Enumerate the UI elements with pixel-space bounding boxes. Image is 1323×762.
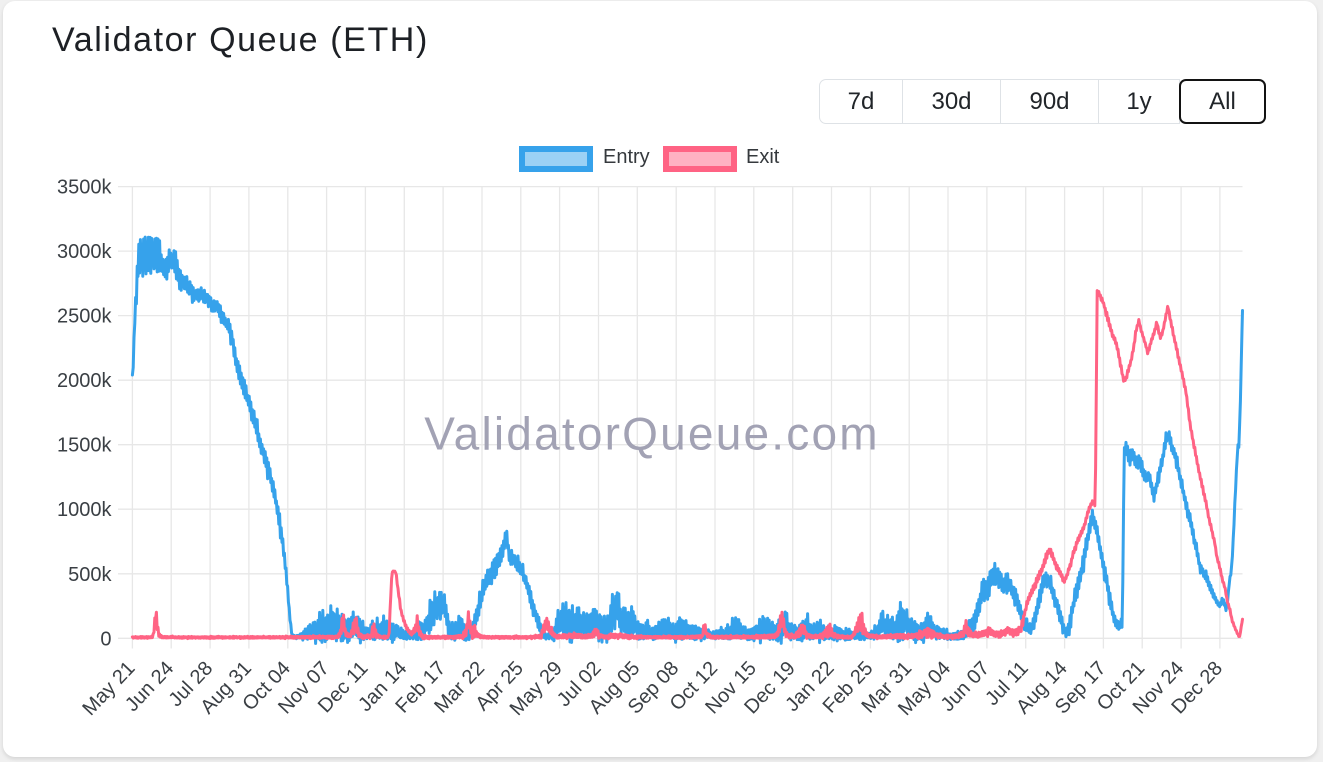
svg-text:3500k: 3500k: [57, 177, 112, 199]
svg-text:500k: 500k: [68, 564, 112, 586]
svg-text:1500k: 1500k: [57, 435, 112, 457]
svg-text:2000k: 2000k: [57, 370, 112, 392]
svg-text:3000k: 3000k: [57, 241, 112, 263]
svg-text:1000k: 1000k: [57, 499, 112, 521]
svg-text:ValidatorQueue.com: ValidatorQueue.com: [424, 408, 880, 460]
svg-text:0: 0: [100, 628, 111, 650]
svg-text:2500k: 2500k: [57, 306, 112, 328]
